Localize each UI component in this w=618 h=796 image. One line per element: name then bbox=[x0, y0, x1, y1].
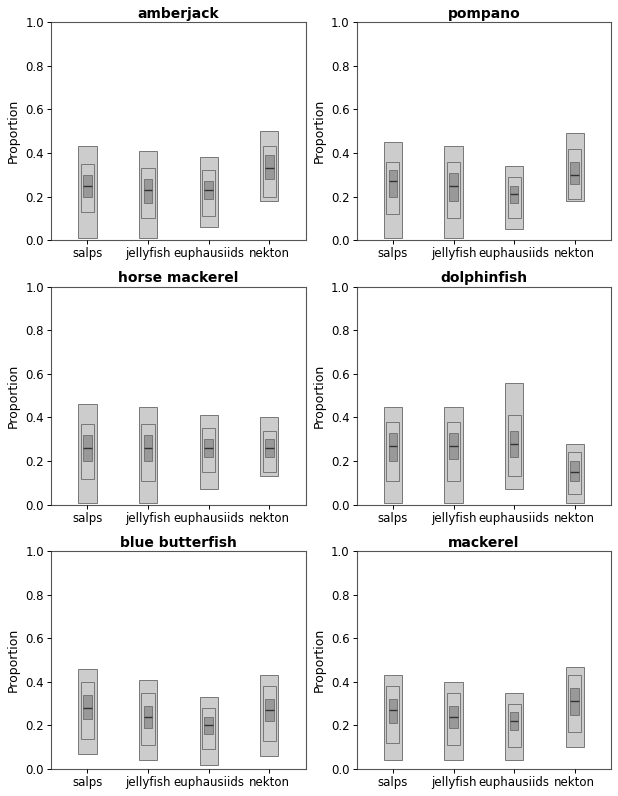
Bar bbox=[81, 164, 94, 212]
Bar bbox=[142, 424, 154, 481]
Bar bbox=[444, 146, 463, 238]
Bar bbox=[386, 422, 399, 481]
Bar bbox=[444, 407, 463, 502]
Bar bbox=[143, 435, 153, 461]
Bar bbox=[81, 424, 94, 478]
Title: mackerel: mackerel bbox=[448, 536, 520, 550]
Bar bbox=[143, 179, 153, 203]
Bar bbox=[505, 383, 523, 490]
Bar bbox=[142, 168, 154, 218]
Bar bbox=[78, 404, 96, 502]
Bar bbox=[200, 416, 218, 490]
Bar bbox=[202, 708, 215, 750]
Bar bbox=[263, 686, 276, 741]
Bar bbox=[78, 669, 96, 754]
Bar bbox=[570, 689, 579, 715]
Y-axis label: Proportion: Proportion bbox=[313, 628, 326, 693]
Bar bbox=[510, 185, 519, 203]
Bar bbox=[386, 162, 399, 214]
Bar bbox=[449, 433, 458, 458]
Bar bbox=[565, 666, 584, 747]
Bar bbox=[260, 131, 278, 201]
Y-axis label: Proportion: Proportion bbox=[313, 99, 326, 163]
Bar bbox=[139, 407, 157, 502]
Bar bbox=[384, 675, 402, 760]
Bar bbox=[384, 407, 402, 502]
Bar bbox=[386, 686, 399, 743]
Bar bbox=[202, 428, 215, 472]
Bar bbox=[568, 675, 582, 732]
Bar bbox=[570, 162, 579, 184]
Bar bbox=[200, 158, 218, 227]
Bar bbox=[83, 695, 92, 719]
Bar bbox=[265, 700, 274, 721]
Bar bbox=[449, 706, 458, 728]
Bar bbox=[570, 461, 579, 481]
Y-axis label: Proportion: Proportion bbox=[7, 99, 20, 163]
Bar bbox=[568, 149, 582, 199]
Bar bbox=[389, 170, 397, 197]
Bar bbox=[565, 443, 584, 502]
Title: amberjack: amberjack bbox=[137, 7, 219, 21]
Bar bbox=[204, 181, 213, 199]
Bar bbox=[200, 697, 218, 765]
Bar bbox=[565, 134, 584, 201]
Bar bbox=[384, 142, 402, 238]
Bar bbox=[78, 146, 96, 238]
Bar bbox=[568, 452, 582, 494]
Bar bbox=[204, 439, 213, 457]
Bar bbox=[81, 682, 94, 739]
Bar bbox=[139, 680, 157, 760]
Bar bbox=[507, 177, 520, 218]
Y-axis label: Proportion: Proportion bbox=[7, 628, 20, 693]
Title: dolphinfish: dolphinfish bbox=[440, 271, 527, 285]
Y-axis label: Proportion: Proportion bbox=[7, 364, 20, 427]
Bar bbox=[505, 166, 523, 229]
Bar bbox=[510, 431, 519, 457]
Title: horse mackerel: horse mackerel bbox=[118, 271, 239, 285]
Bar bbox=[83, 175, 92, 197]
Bar bbox=[139, 150, 157, 238]
Bar bbox=[447, 162, 460, 218]
Bar bbox=[447, 693, 460, 745]
Bar bbox=[142, 693, 154, 745]
Bar bbox=[202, 170, 215, 217]
Bar bbox=[505, 693, 523, 760]
Bar bbox=[389, 700, 397, 724]
Bar bbox=[389, 433, 397, 461]
Bar bbox=[83, 435, 92, 461]
Bar bbox=[204, 716, 213, 734]
Bar bbox=[510, 712, 519, 730]
Bar bbox=[507, 416, 520, 476]
Bar bbox=[260, 675, 278, 756]
Bar bbox=[265, 439, 274, 457]
Bar bbox=[447, 422, 460, 481]
Bar bbox=[449, 173, 458, 201]
Bar bbox=[263, 146, 276, 197]
Bar bbox=[265, 155, 274, 179]
Bar bbox=[143, 706, 153, 728]
Bar bbox=[263, 431, 276, 472]
Bar bbox=[444, 682, 463, 760]
Y-axis label: Proportion: Proportion bbox=[313, 364, 326, 427]
Title: pompano: pompano bbox=[447, 7, 520, 21]
Title: blue butterfish: blue butterfish bbox=[120, 536, 237, 550]
Bar bbox=[507, 704, 520, 747]
Bar bbox=[260, 417, 278, 476]
